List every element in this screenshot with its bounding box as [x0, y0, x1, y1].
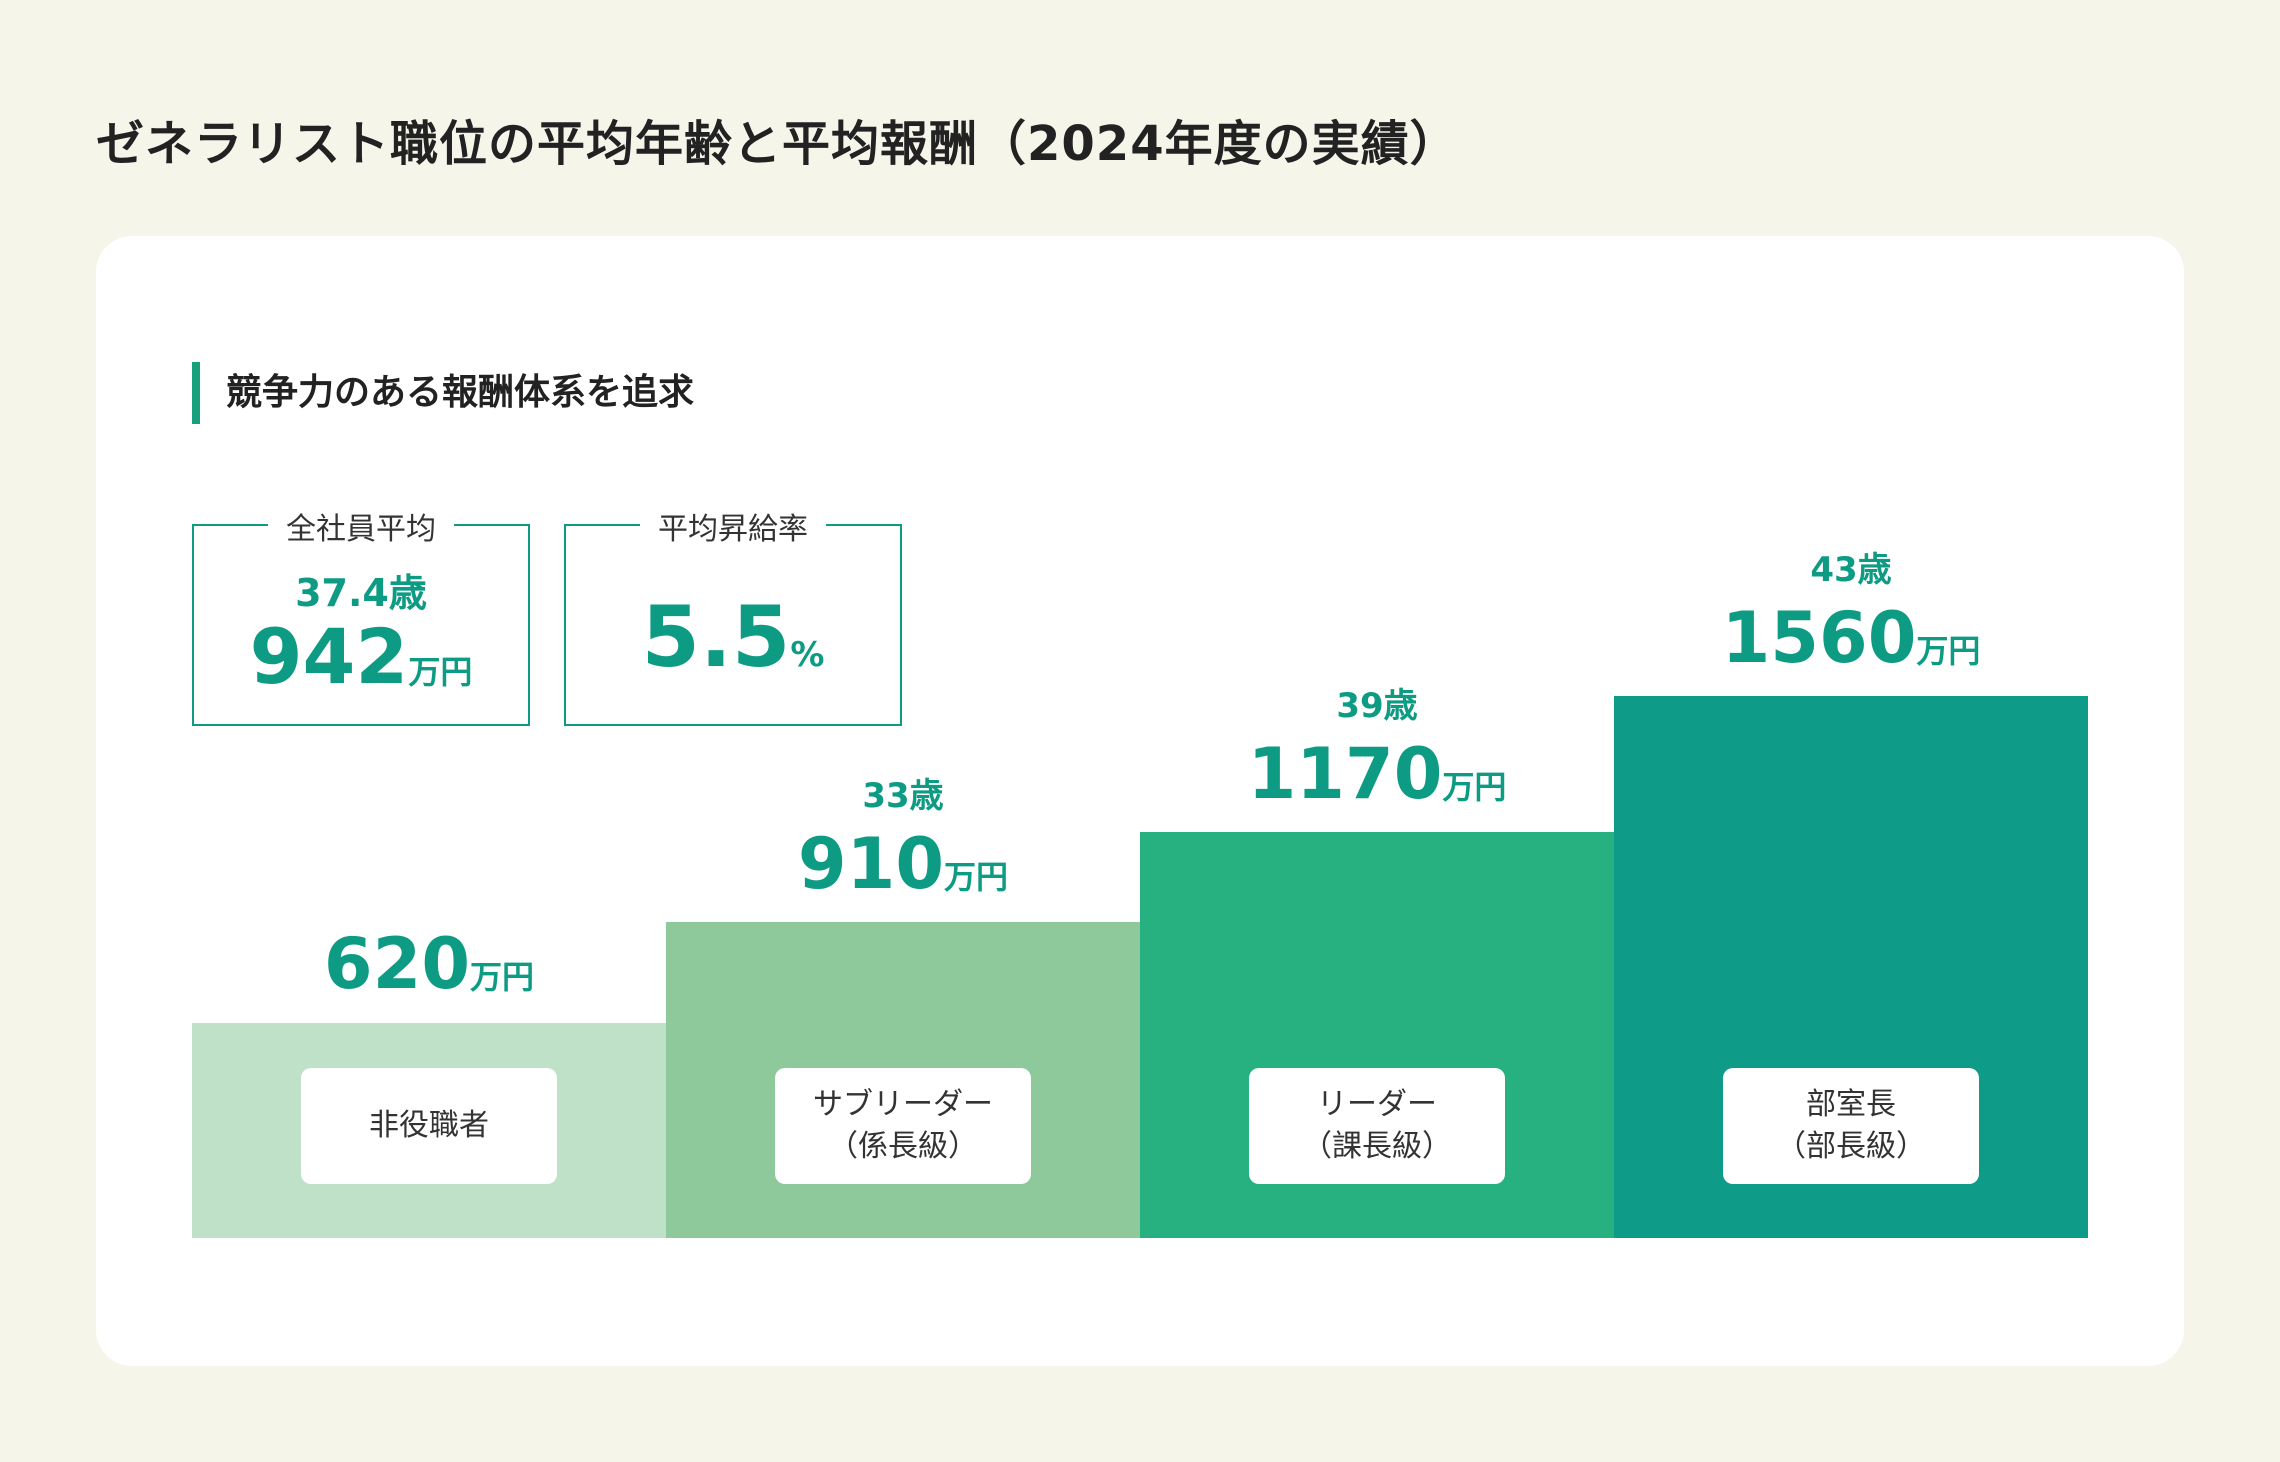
raise-rate-label: 平均昇給率 — [640, 504, 826, 548]
bar-value-label: 620万円 — [192, 923, 666, 1005]
bar-category-label: リーダー （課長級） — [1249, 1068, 1505, 1184]
bar-category-label: 部室長 （部長級） — [1723, 1068, 1979, 1184]
bar-amount-unit: 万円 — [944, 858, 1009, 896]
content-card: 競争力のある報酬体系を追求 全社員平均 37.4歳 942万円 平均昇給率 5.… — [96, 236, 2184, 1366]
bar-age-label: 39歳 — [1336, 686, 1418, 726]
bar-category-label-line: （部長級） — [1776, 1129, 1926, 1164]
raise-rate-number: 5.5 — [641, 588, 791, 686]
bar-amount-unit: 万円 — [1916, 632, 1981, 670]
bar-value-label: 33歳 910万円 — [666, 768, 1140, 905]
section-heading: 競争力のある報酬体系を追求 — [192, 362, 694, 424]
bar-4: 43歳 1560万円部室長 （部長級） — [1614, 550, 2088, 1238]
raise-rate-box: 平均昇給率 5.5% — [564, 504, 902, 726]
bar-2: 33歳 910万円サブリーダー （係長級） — [666, 776, 1140, 1238]
bar-amount-unit: 万円 — [470, 958, 535, 996]
bar-amount-unit: 万円 — [1442, 768, 1507, 806]
employee-average-pay-unit: 万円 — [408, 653, 473, 691]
bar-category-label: サブリーダー （係長級） — [775, 1068, 1031, 1184]
bar-amount-label: 910万円 — [666, 823, 1140, 905]
bar-category-label-line: 部室長 — [1806, 1087, 1896, 1122]
bar-1: 620万円非役職者 — [192, 923, 666, 1238]
bar-amount-label: 620万円 — [192, 923, 666, 1005]
bar-value-label: 39歳 1170万円 — [1140, 678, 1614, 815]
bar-category-label: 非役職者 — [301, 1068, 557, 1184]
raise-rate-value: 5.5% — [566, 588, 900, 686]
bar-category-label-line: （係長級） — [828, 1129, 978, 1164]
bar-amount-number: 910 — [797, 823, 945, 905]
bar-age-label: 43歳 — [1810, 550, 1892, 590]
employee-average-box: 全社員平均 37.4歳 942万円 — [192, 504, 530, 726]
bar-value-label: 43歳 1560万円 — [1614, 542, 2088, 679]
bar-category-label-line: （課長級） — [1302, 1129, 1452, 1164]
bar-category-label-line: サブリーダー — [813, 1087, 993, 1122]
bar-age-label: 33歳 — [862, 776, 944, 816]
page-title: ゼネラリスト職位の平均年齢と平均報酬（2024年度の実績） — [96, 116, 1459, 172]
bar-category-label-line: 非役職者 — [369, 1108, 489, 1143]
bar-amount-number: 1170 — [1247, 733, 1443, 815]
employee-average-label: 全社員平均 — [268, 504, 454, 548]
bar-amount-label: 1170万円 — [1140, 733, 1614, 815]
employee-average-pay: 942万円 — [194, 612, 528, 701]
employee-average-pay-number: 942 — [249, 612, 409, 701]
bar-amount-number: 1560 — [1721, 597, 1917, 679]
raise-rate-unit: % — [790, 635, 825, 675]
bar-amount-label: 1560万円 — [1614, 597, 2088, 679]
bar-3: 39歳 1170万円リーダー （課長級） — [1140, 686, 1614, 1238]
bar-category-label-line: リーダー — [1317, 1087, 1437, 1122]
salary-bar-chart: 620万円 非役職者 33歳 910万円 サブリーダー （係長級） 39歳 1170万円 リーダ… — [192, 536, 2088, 1238]
bar-amount-number: 620 — [323, 923, 471, 1005]
employee-average-age: 37.4歳 — [295, 571, 427, 615]
